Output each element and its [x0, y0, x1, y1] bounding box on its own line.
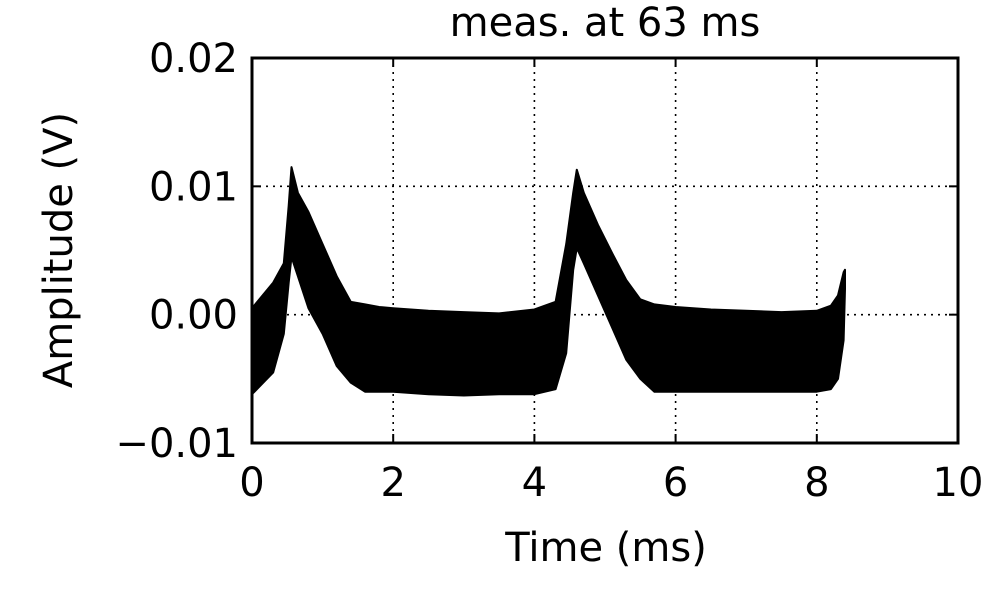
x-tick-label: 0 — [239, 460, 264, 506]
chart-title: meas. at 63 ms — [450, 0, 761, 46]
x-axis-label: Time (ms) — [504, 525, 707, 571]
x-tick-label: 8 — [804, 460, 829, 506]
series-0-envelope — [251, 166, 846, 397]
x-tick-label: 10 — [933, 460, 984, 506]
series-group — [251, 166, 846, 397]
x-tick-label: 6 — [663, 460, 688, 506]
y-tick-label: 0.01 — [149, 164, 238, 210]
x-tick-label: 4 — [522, 460, 547, 506]
x-tick-label: 2 — [380, 460, 405, 506]
ticks — [251, 57, 959, 444]
x-tick-labels: 0 2 4 6 8 10 — [239, 460, 983, 506]
y-tick-labels: −0.01 0.00 0.01 0.02 — [115, 36, 238, 467]
y-tick-label: −0.01 — [115, 421, 238, 467]
y-tick-label: 0.00 — [149, 293, 238, 339]
y-tick-label: 0.02 — [149, 36, 238, 82]
y-axis-label: Amplitude (V) — [36, 112, 82, 388]
plot-frame — [250, 56, 960, 445]
